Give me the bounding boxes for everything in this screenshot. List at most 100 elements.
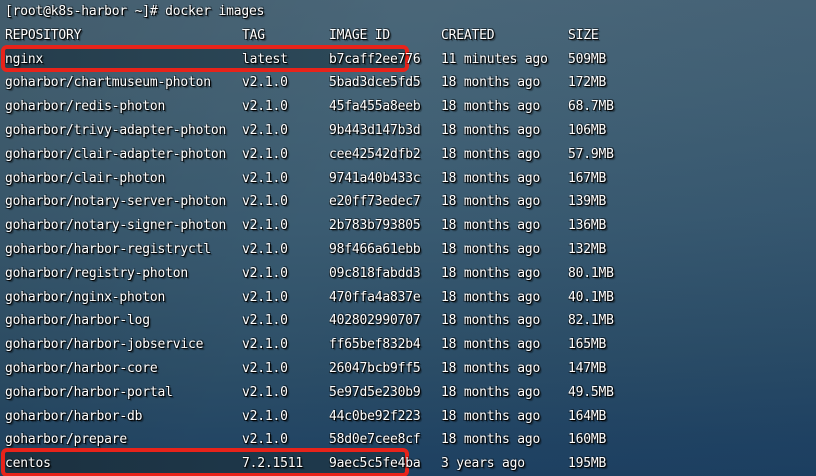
column-header-size: SIZE	[568, 27, 599, 43]
repo-cell: goharbor/prepare	[5, 432, 128, 448]
table-row: goharbor/notary-server-photon v2.1.0 e20…	[0, 190, 816, 214]
table-row: goharbor/harbor-db v2.1.0 44c0be92f223 1…	[0, 405, 816, 429]
column-header-created: CREATED	[441, 27, 495, 43]
repo-cell: goharbor/clair-photon	[5, 170, 166, 186]
column-header-tag: TAG	[242, 27, 265, 43]
created-cell: 18 months ago	[441, 218, 541, 234]
repo-cell: goharbor/harbor-registryctl	[5, 241, 211, 257]
repo-cell: goharbor/harbor-portal	[5, 384, 173, 400]
size-cell: 160MB	[568, 432, 607, 448]
tag-cell: 7.2.1511	[242, 456, 304, 472]
created-cell: 18 months ago	[441, 384, 541, 400]
size-cell: 132MB	[568, 241, 607, 257]
table-row: goharbor/chartmuseum-photon v2.1.0 5bad3…	[0, 71, 816, 95]
repo-cell: goharbor/harbor-core	[5, 360, 158, 376]
column-header-image-id: IMAGE ID	[329, 27, 391, 43]
repo-cell: goharbor/registry-photon	[5, 265, 189, 281]
repo-cell: goharbor/notary-server-photon	[5, 194, 227, 210]
image-id-cell: 98f466a61ebb	[329, 241, 421, 257]
image-id-cell: 5e97d5e230b9	[329, 384, 421, 400]
size-cell: 68.7MB	[568, 99, 614, 115]
column-header-repository: REPOSITORY	[5, 27, 82, 43]
repo-cell: nginx	[5, 51, 44, 67]
size-cell: 509MB	[568, 51, 607, 67]
created-cell: 18 months ago	[441, 99, 541, 115]
table-row: goharbor/harbor-registryctl v2.1.0 98f46…	[0, 238, 816, 262]
tag-cell: v2.1.0	[242, 337, 288, 353]
tag-cell: v2.1.0	[242, 408, 288, 424]
tag-cell: v2.1.0	[242, 218, 288, 234]
image-id-cell: 09c818fabdd3	[329, 265, 421, 281]
tag-cell: v2.1.0	[242, 265, 288, 281]
table-row: goharbor/clair-photon v2.1.0 9741a40b433…	[0, 167, 816, 191]
repo-cell: goharbor/trivy-adapter-photon	[5, 122, 227, 138]
table-header-row: REPOSITORY TAG IMAGE ID CREATED SIZE	[0, 24, 816, 48]
size-cell: 167MB	[568, 170, 607, 186]
image-id-cell: 470ffa4a837e	[329, 289, 421, 305]
created-cell: 18 months ago	[441, 241, 541, 257]
created-cell: 18 months ago	[441, 170, 541, 186]
table-row: goharbor/harbor-portal v2.1.0 5e97d5e230…	[0, 381, 816, 405]
created-cell: 11 minutes ago	[441, 51, 548, 67]
image-id-cell: 9741a40b433c	[329, 170, 421, 186]
tag-cell: v2.1.0	[242, 75, 288, 91]
table-row: goharbor/harbor-core v2.1.0 26047bcb9ff5…	[0, 357, 816, 381]
size-cell: 80.1MB	[568, 265, 614, 281]
repo-cell: goharbor/harbor-db	[5, 408, 143, 424]
tag-cell: v2.1.0	[242, 194, 288, 210]
size-cell: 165MB	[568, 337, 607, 353]
tag-cell: v2.1.0	[242, 122, 288, 138]
table-row: goharbor/registry-photon v2.1.0 09c818fa…	[0, 262, 816, 286]
image-id-cell: 58d0e7cee8cf	[329, 432, 421, 448]
image-id-cell: 5bad3dce5fd5	[329, 75, 421, 91]
table-row: goharbor/nginx-photon v2.1.0 470ffa4a837…	[0, 286, 816, 310]
tag-cell: v2.1.0	[242, 313, 288, 329]
size-cell: 195MB	[568, 456, 607, 472]
tag-cell: v2.1.0	[242, 99, 288, 115]
image-id-cell: 26047bcb9ff5	[329, 360, 421, 376]
table-row-centos: centos 7.2.1511 9aec5c5fe4ba 3 years ago…	[0, 448, 816, 476]
table-row-nginx: nginx latest b7caff2ee776 11 minutes ago…	[0, 45, 816, 73]
created-cell: 18 months ago	[441, 313, 541, 329]
table-row: goharbor/trivy-adapter-photon v2.1.0 9b4…	[0, 119, 816, 143]
created-cell: 18 months ago	[441, 408, 541, 424]
table-row: goharbor/notary-signer-photon v2.1.0 2b7…	[0, 214, 816, 238]
repo-cell: goharbor/harbor-log	[5, 313, 150, 329]
table-row: goharbor/prepare v2.1.0 58d0e7cee8cf 18 …	[0, 428, 816, 452]
created-cell: 18 months ago	[441, 360, 541, 376]
repo-cell: goharbor/clair-adapter-photon	[5, 146, 227, 162]
created-cell: 18 months ago	[441, 194, 541, 210]
table-row: goharbor/clair-adapter-photon v2.1.0 cee…	[0, 143, 816, 167]
size-cell: 106MB	[568, 122, 607, 138]
size-cell: 139MB	[568, 194, 607, 210]
created-cell: 18 months ago	[441, 146, 541, 162]
repo-cell: centos	[5, 456, 51, 472]
red-highlight-box-nginx	[1, 45, 409, 73]
created-cell: 18 months ago	[441, 289, 541, 305]
image-id-cell: 44c0be92f223	[329, 408, 421, 424]
image-id-cell: 45fa455a8eeb	[329, 99, 421, 115]
repo-cell: goharbor/redis-photon	[5, 99, 166, 115]
size-cell: 172MB	[568, 75, 607, 91]
repo-cell: goharbor/nginx-photon	[5, 289, 166, 305]
table-row: goharbor/harbor-log v2.1.0 402802990707 …	[0, 309, 816, 333]
size-cell: 164MB	[568, 408, 607, 424]
table-row: goharbor/redis-photon v2.1.0 45fa455a8ee…	[0, 95, 816, 119]
table-row: goharbor/harbor-jobservice v2.1.0 ff65be…	[0, 333, 816, 357]
size-cell: 136MB	[568, 218, 607, 234]
repo-cell: goharbor/chartmuseum-photon	[5, 75, 211, 91]
created-cell: 18 months ago	[441, 75, 541, 91]
created-cell: 18 months ago	[441, 337, 541, 353]
image-id-cell: ff65bef832b4	[329, 337, 421, 353]
image-id-cell: 9b443d147b3d	[329, 122, 421, 138]
tag-cell: v2.1.0	[242, 289, 288, 305]
repo-cell: goharbor/notary-signer-photon	[5, 218, 227, 234]
size-cell: 49.5MB	[568, 384, 614, 400]
created-cell: 18 months ago	[441, 432, 541, 448]
tag-cell: v2.1.0	[242, 384, 288, 400]
tag-cell: latest	[242, 51, 288, 67]
image-id-cell: 402802990707	[329, 313, 421, 329]
size-cell: 82.1MB	[568, 313, 614, 329]
shell-prompt-line: [root@k8s-harbor ~]# docker images	[5, 4, 265, 19]
